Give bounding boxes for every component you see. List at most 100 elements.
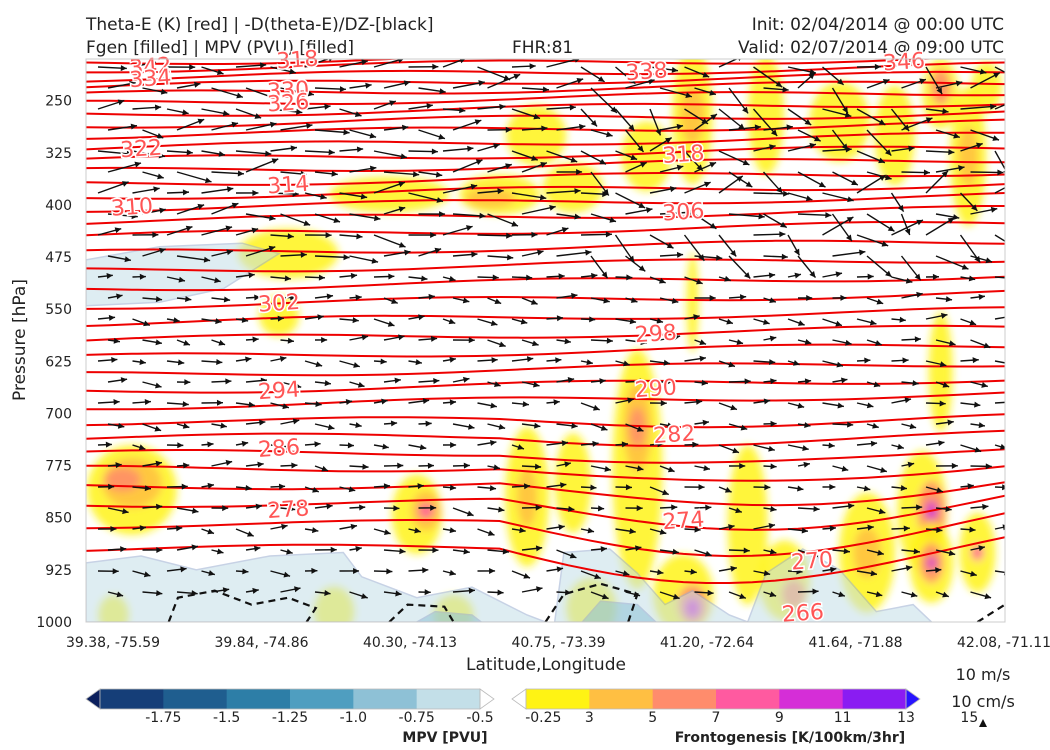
wind-vector-head [139,525,146,532]
wind-vector-head [216,548,224,555]
theta-e-contour-label: 342 [129,54,173,82]
wind-vector-head [709,89,716,96]
fgen-colorbar: 3 5 7 9 11 13 15 [511,688,978,726]
wind-vector-head [254,294,261,301]
wind-vector-head [149,60,156,67]
wind-vector-head [382,443,389,450]
wind-vector-head [769,591,777,598]
theta-e-isentrope [86,275,1005,292]
wind-vector-head [589,316,596,323]
theta-e-isentrope [86,343,1005,358]
wind-vector-head [287,233,294,240]
theta-e-isentrope [86,536,1005,584]
wind-vector-head [225,378,232,385]
wind-vector-head [124,256,131,263]
wind-vector-head [466,225,473,231]
wind-vector-head [312,486,319,493]
wind-vector-head [742,159,750,166]
x-tick-label: 40.75, -73.39 [511,635,605,651]
wind-vector-head [845,339,852,346]
wind-vector-head [897,204,904,212]
wind-vector-head [436,197,444,203]
wind-vector-head [287,337,294,344]
wind-vector-head [709,222,717,229]
wind-vector-head [695,398,703,405]
wind-vector-head [355,545,362,552]
wind-vector-head [845,234,852,242]
wind-vector-head [520,318,528,325]
wind-vector-head [878,119,886,125]
wind-vector-head [114,227,122,234]
wind-vector-head [479,212,486,219]
wind-vector-head [191,590,198,597]
wind-vector-head [870,570,877,577]
wind-vector-head [801,527,808,534]
wind-vector-head [497,589,504,596]
wind-vector-head [730,565,737,572]
wind-vector-head [763,319,770,325]
wind-vector-head [636,465,644,472]
wind-vector-head [740,424,748,431]
wind-vector-head [449,399,457,406]
wind-vector-head [558,273,565,280]
wind-vector-head [699,355,706,362]
wind-vector-head [404,249,411,256]
wind-vector-head [660,400,667,407]
wind-vector-head [561,227,569,233]
wind-vector-head [907,60,915,67]
mpv-colorbar-color-segment [163,689,228,709]
header-left-line1: Theta-E (K) [red] | -D(theta-E)/DZ-[blac… [86,15,434,35]
wind-vector-head [226,186,234,193]
wind-vector-head [523,573,531,579]
wind-vector-head [568,506,575,513]
fgen-blob [329,176,450,213]
wind-vector-head [208,570,215,576]
wind-vector-head [252,189,259,196]
wind-vector-head [105,441,112,448]
theta-e-isentrope [86,145,1005,160]
wind-vector-head [156,546,163,553]
wind-vector-head [300,251,307,258]
wind-vector-head [781,253,788,260]
wind-vector-head [919,78,926,85]
wind-vector-head [829,566,837,573]
wind-vector-head [324,103,331,110]
wind-vector-head [498,341,506,348]
wind-vector-head [796,568,803,575]
fgen-blob [465,188,516,209]
wind-vector-head [974,446,982,453]
wind-vector-head [154,104,162,111]
wind-vector-head [285,443,293,450]
header-valid: Valid: 02/07/2014 @ 09:00 UTC [738,38,1004,58]
wind-vector-head [555,357,562,364]
fgen-blob [238,228,339,279]
wind-vector-head [936,87,943,95]
wind-vector-head [505,163,512,170]
wind-vector-head [870,440,878,447]
wind-vector-head [878,175,886,181]
wind-vector-head [663,359,670,366]
wind-vector-head [736,175,743,182]
wind-vector-head [881,240,889,247]
wind-vector-head [846,216,854,223]
wind-vector-head [241,440,249,447]
wind-vector-head [692,441,699,448]
mpv-colorbar-tick-label: -1.5 [213,710,240,726]
wind-vector-head [143,571,151,578]
wind-vector-head [253,545,261,552]
mpv-colorbar-extend-high [479,688,495,710]
wind-vector-head [129,80,136,87]
wind-vector-head [542,86,549,93]
wind-vector-head [498,423,506,430]
wind-vector-head [222,505,229,512]
mpv-colorbar-color-segment [290,689,354,709]
wind-vector-head [809,142,816,149]
wind-vector-head [710,114,717,121]
wind-vector-head [330,546,337,553]
wind-vector-head [770,129,778,136]
wind-vector-head [672,548,679,555]
fgen-colorbar-tick-label: 7 [712,710,721,726]
wind-vector-head [885,149,892,156]
wind-vector-head [324,590,331,597]
wind-vector-head [912,380,919,387]
